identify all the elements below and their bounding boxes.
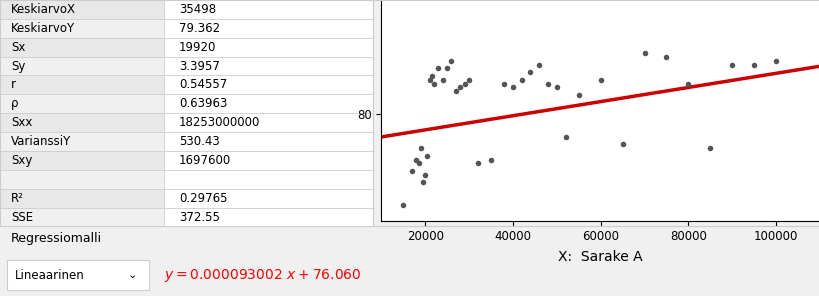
Text: r: r — [11, 78, 16, 91]
Bar — [0, 38, 164, 57]
Text: 530.43: 530.43 — [179, 135, 219, 148]
Point — [550, 85, 563, 90]
Point — [523, 70, 536, 75]
Point — [440, 66, 453, 71]
Point — [416, 180, 429, 185]
Point — [725, 62, 738, 67]
Point — [462, 78, 475, 82]
Bar — [0, 94, 164, 113]
Bar — [164, 19, 373, 38]
Text: Sxx: Sxx — [11, 116, 33, 129]
Point — [681, 81, 695, 86]
Bar — [164, 132, 373, 151]
Point — [449, 89, 462, 94]
Point — [506, 85, 519, 90]
Text: $y = 0.000093002\ x + 76.060$: $y = 0.000093002\ x + 76.060$ — [164, 267, 361, 284]
Text: VarianssiY: VarianssiY — [11, 135, 71, 148]
Point — [659, 55, 672, 59]
Point — [497, 81, 510, 86]
Text: ⌄: ⌄ — [128, 270, 137, 280]
Bar — [164, 207, 373, 226]
Text: 79.362: 79.362 — [179, 22, 220, 35]
Text: KeskiarvoY: KeskiarvoY — [11, 22, 75, 35]
Point — [637, 51, 650, 56]
X-axis label: X:  Sarake A: X: Sarake A — [558, 250, 642, 264]
Point — [411, 161, 424, 166]
Point — [420, 154, 433, 158]
Point — [445, 59, 458, 63]
Point — [396, 203, 410, 208]
Point — [458, 81, 471, 86]
Bar — [0, 57, 164, 75]
Text: Lineaarinen: Lineaarinen — [15, 269, 84, 281]
Text: R²: R² — [11, 192, 24, 205]
Text: 35498: 35498 — [179, 3, 216, 16]
Text: Regressiomalli: Regressiomalli — [11, 232, 102, 245]
Point — [432, 66, 445, 71]
Text: 0.29765: 0.29765 — [179, 192, 228, 205]
Point — [410, 157, 423, 162]
Bar — [0, 189, 164, 207]
Bar — [7, 260, 149, 290]
Bar — [164, 170, 373, 189]
Bar — [164, 189, 373, 207]
Bar — [0, 170, 164, 189]
Bar — [164, 75, 373, 94]
Point — [593, 78, 606, 82]
Text: SSE: SSE — [11, 210, 34, 223]
Text: Sx: Sx — [11, 41, 25, 54]
Bar — [0, 113, 164, 132]
Text: 0.63963: 0.63963 — [179, 97, 227, 110]
Text: 0.54557: 0.54557 — [179, 78, 227, 91]
Point — [768, 59, 781, 63]
Text: ρ: ρ — [11, 97, 19, 110]
Text: 372.55: 372.55 — [179, 210, 219, 223]
Text: 18253000000: 18253000000 — [179, 116, 260, 129]
Point — [471, 161, 484, 166]
Point — [532, 62, 545, 67]
Bar — [0, 151, 164, 170]
Text: 19920: 19920 — [179, 41, 216, 54]
Point — [427, 81, 440, 86]
Point — [423, 78, 436, 82]
Bar — [0, 19, 164, 38]
Point — [425, 74, 438, 78]
Point — [405, 169, 418, 173]
Bar — [0, 0, 164, 19]
Bar — [164, 0, 373, 19]
Bar — [164, 38, 373, 57]
Bar — [164, 94, 373, 113]
Point — [414, 146, 427, 151]
Text: Sy: Sy — [11, 59, 25, 73]
Text: Sxy: Sxy — [11, 154, 33, 167]
Point — [703, 146, 716, 151]
Bar — [164, 113, 373, 132]
Bar — [0, 75, 164, 94]
Bar — [0, 207, 164, 226]
Point — [541, 81, 554, 86]
Bar — [164, 151, 373, 170]
Point — [419, 173, 432, 177]
Text: KeskiarvoX: KeskiarvoX — [11, 3, 76, 16]
Point — [747, 62, 760, 67]
Point — [559, 134, 572, 139]
Bar — [164, 57, 373, 75]
Point — [514, 78, 527, 82]
Point — [436, 78, 449, 82]
Point — [453, 85, 466, 90]
Text: 1697600: 1697600 — [179, 154, 231, 167]
Point — [484, 157, 497, 162]
Point — [572, 93, 585, 97]
Text: 3.3957: 3.3957 — [179, 59, 219, 73]
Bar — [0, 132, 164, 151]
Point — [615, 142, 628, 147]
